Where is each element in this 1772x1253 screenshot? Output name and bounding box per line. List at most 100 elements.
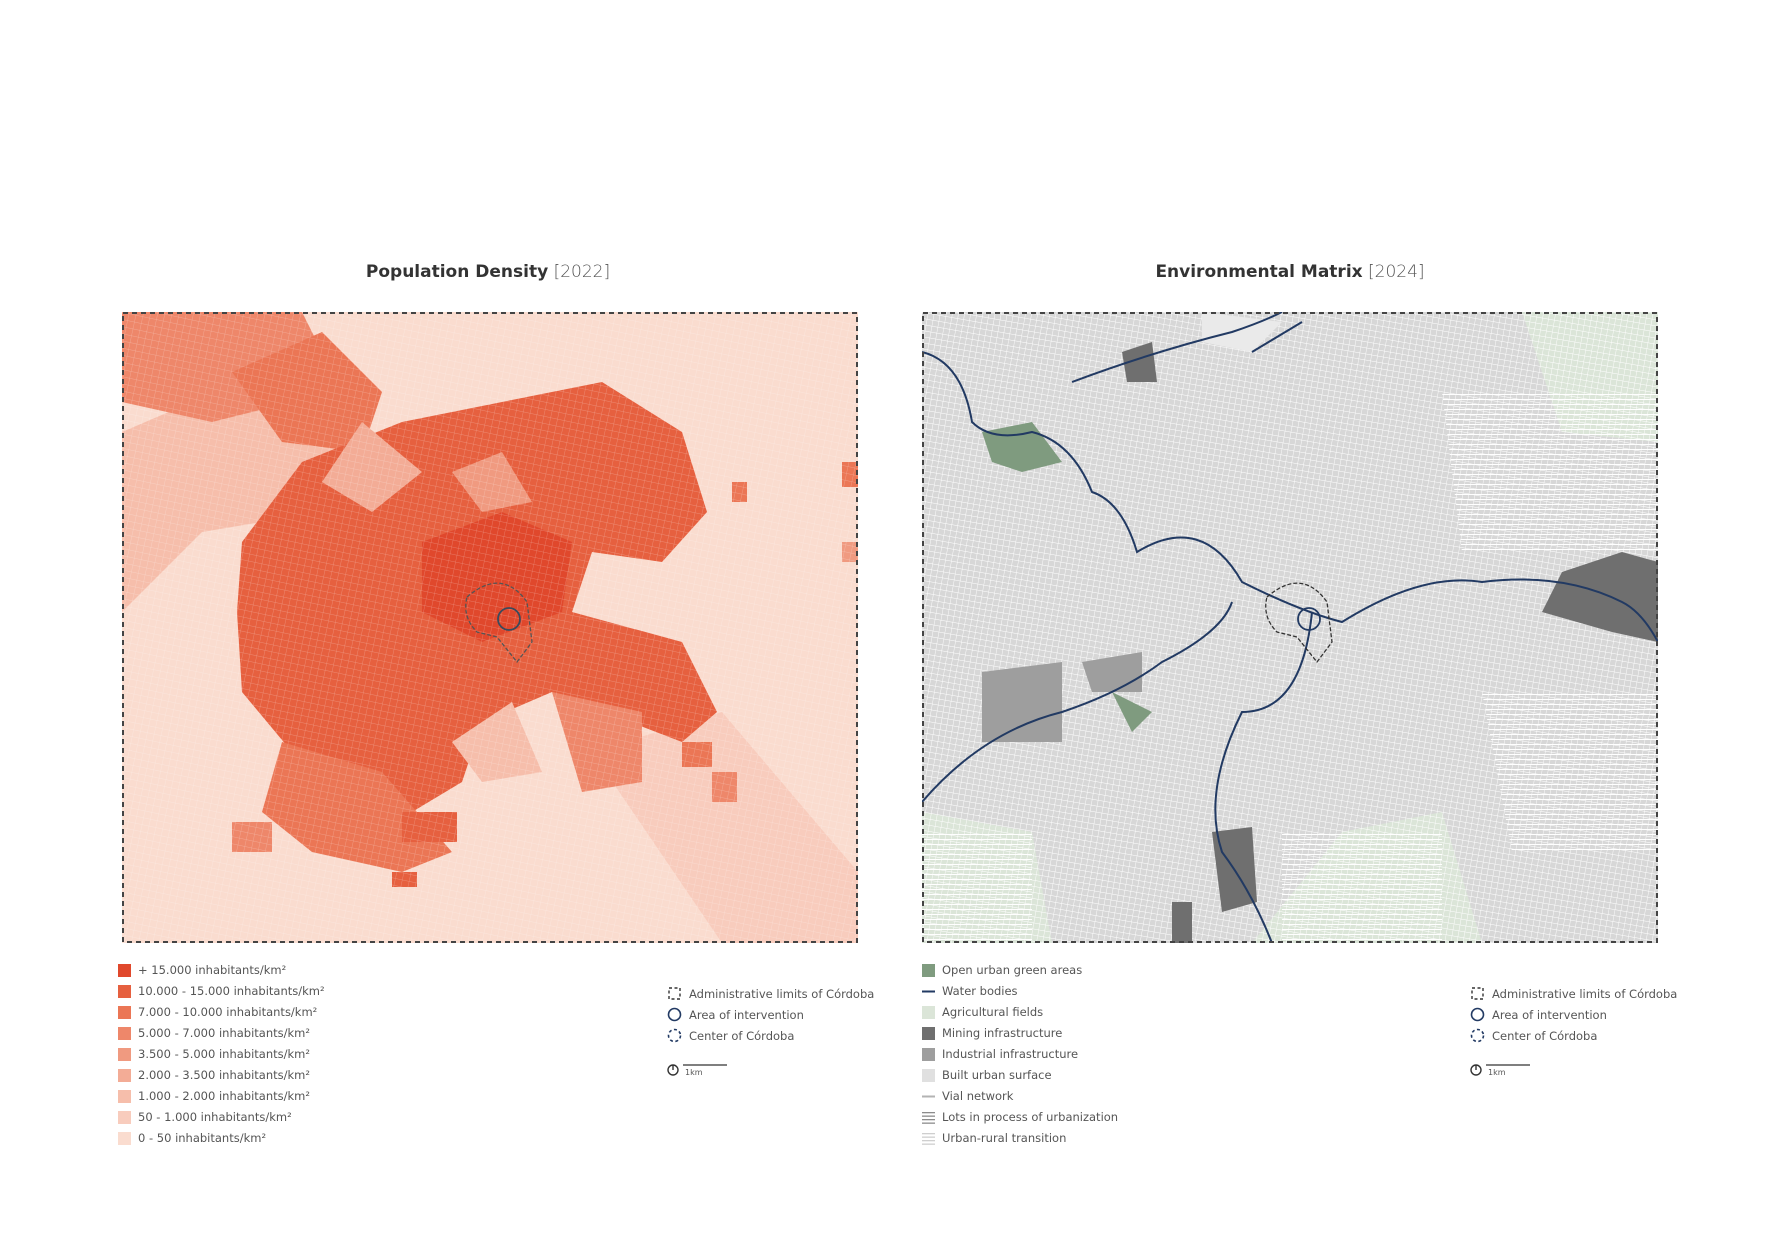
legend-label: Open urban green areas — [942, 963, 1083, 977]
legend-item: Open urban green areas — [922, 962, 1082, 978]
symbol-shape — [1471, 987, 1484, 1000]
swatch-square — [922, 963, 935, 977]
legend-swatch — [922, 1095, 935, 1097]
swatch-square — [922, 1026, 935, 1040]
legend-swatch — [118, 963, 131, 977]
symbol-shape — [668, 987, 681, 1000]
symbol-icon — [1470, 1007, 1485, 1022]
symbol-label: Area of intervention — [689, 1007, 804, 1022]
title-year: [2024] — [1368, 262, 1425, 282]
legend-swatch — [118, 1089, 131, 1103]
scale-icon — [667, 1064, 727, 1076]
swatch-hatch — [922, 1143, 935, 1145]
symbol-label: Administrative limits of Córdoba — [1492, 986, 1678, 1001]
legend-item: 50 - 1.000 inhabitants/km² — [118, 1109, 292, 1125]
swatch-hatch — [922, 1122, 935, 1124]
symbol-item: Center of Córdoba — [667, 1028, 794, 1043]
swatch-square — [118, 1110, 131, 1124]
swatch-hatch — [922, 1115, 935, 1117]
scale-label: 1km — [685, 1068, 703, 1077]
swatch-square — [922, 1047, 935, 1061]
legend-swatch — [118, 1047, 131, 1061]
legend-item: + 15.000 inhabitants/km² — [118, 962, 286, 978]
map-title: Environmental Matrix [2024] — [920, 262, 1660, 282]
legend-swatch — [922, 1111, 935, 1124]
symbol-item: Center of Córdoba — [1470, 1028, 1597, 1043]
scale-bar: 1km — [667, 1062, 727, 1080]
legend-swatch — [118, 1026, 131, 1040]
symbol-item: Administrative limits of Córdoba — [1470, 986, 1677, 1001]
symbol-icon — [1470, 1028, 1485, 1043]
legend-swatch — [922, 1132, 935, 1145]
legend-label: Urban-rural transition — [942, 1131, 1067, 1145]
legend-label: Mining infrastructure — [942, 1026, 1063, 1040]
legend-label: Vial network — [942, 1089, 1014, 1103]
swatch-square — [922, 1068, 935, 1082]
title-text: Environmental Matrix — [1155, 262, 1363, 282]
legend-item: Water bodies — [922, 983, 1018, 999]
legend-item: Urban-rural transition — [922, 1130, 1066, 1146]
swatch-square — [118, 1068, 131, 1082]
legend-label: 3.500 - 5.000 inhabitants/km² — [138, 1047, 310, 1061]
symbol-icon — [1471, 987, 1484, 1000]
legend-swatch — [118, 1005, 131, 1019]
legend-item: Mining infrastructure — [922, 1025, 1062, 1041]
legend-swatch — [118, 984, 131, 998]
legend-swatch — [922, 963, 935, 977]
swatch-hatch — [922, 1132, 935, 1134]
title-text: Population Density — [365, 262, 549, 282]
legend-swatch — [922, 1068, 935, 1082]
symbol-icon — [668, 987, 681, 1000]
legend-item: Industrial infrastructure — [922, 1046, 1078, 1062]
title-year: [2022] — [553, 262, 611, 282]
symbol-icon — [667, 1028, 682, 1043]
legend-swatch — [922, 990, 935, 992]
legend-swatch — [922, 1047, 935, 1061]
symbol-label: Administrative limits of Córdoba — [689, 986, 875, 1001]
legend-label: Lots in process of urbanization — [942, 1110, 1119, 1124]
legend-item: Agricultural fields — [922, 1004, 1043, 1020]
environment-map — [922, 312, 1658, 943]
legend-item: 5.000 - 7.000 inhabitants/km² — [118, 1025, 310, 1041]
swatch-square — [118, 963, 131, 977]
legend-item: 0 - 50 inhabitants/km² — [118, 1130, 266, 1146]
swatch-hatch — [922, 1136, 935, 1138]
legend-label: Water bodies — [942, 984, 1018, 998]
legend-swatch — [922, 1026, 935, 1040]
legend-label: 0 - 50 inhabitants/km² — [138, 1131, 267, 1145]
symbol-label: Center of Córdoba — [1492, 1028, 1598, 1043]
symbol-icon — [667, 1007, 682, 1022]
symbol-label: Center of Córdoba — [689, 1028, 795, 1043]
legend-label: 50 - 1.000 inhabitants/km² — [138, 1110, 292, 1124]
legend-item: 3.500 - 5.000 inhabitants/km² — [118, 1046, 310, 1062]
swatch-square — [922, 1005, 935, 1019]
legend-item: Vial network — [922, 1088, 1013, 1104]
swatch-square — [118, 1026, 131, 1040]
symbol-item: Area of intervention — [1470, 1007, 1607, 1022]
swatch-square — [118, 984, 131, 998]
legend-item: 2.000 - 3.500 inhabitants/km² — [118, 1067, 310, 1083]
legend-item: 7.000 - 10.000 inhabitants/km² — [118, 1004, 317, 1020]
legend-label: + 15.000 inhabitants/km² — [138, 963, 287, 977]
swatch-square — [118, 1005, 131, 1019]
legend-label: Agricultural fields — [942, 1005, 1044, 1019]
symbol-label: Area of intervention — [1492, 1007, 1607, 1022]
legend-label: Built urban surface — [942, 1068, 1052, 1082]
legend-label: 2.000 - 3.500 inhabitants/km² — [138, 1068, 310, 1082]
swatch-square — [118, 1089, 131, 1103]
swatch-square — [118, 1131, 131, 1145]
scale-icon — [1470, 1064, 1530, 1076]
legend-label: 5.000 - 7.000 inhabitants/km² — [138, 1026, 310, 1040]
legend-label: 1.000 - 2.000 inhabitants/km² — [138, 1089, 310, 1103]
legend-item: Built urban surface — [922, 1067, 1052, 1083]
symbol-shape — [667, 1007, 682, 1022]
legend-item: Lots in process of urbanization — [922, 1109, 1118, 1125]
swatch-hatch — [922, 1111, 935, 1113]
scale-bar: 1km — [1470, 1062, 1530, 1080]
legend-label: Industrial infrastructure — [942, 1047, 1079, 1061]
legend-item: 10.000 - 15.000 inhabitants/km² — [118, 983, 325, 999]
legend-swatch — [118, 1068, 131, 1082]
legend-label: 10.000 - 15.000 inhabitants/km² — [138, 984, 325, 998]
symbol-shape — [667, 1028, 682, 1043]
